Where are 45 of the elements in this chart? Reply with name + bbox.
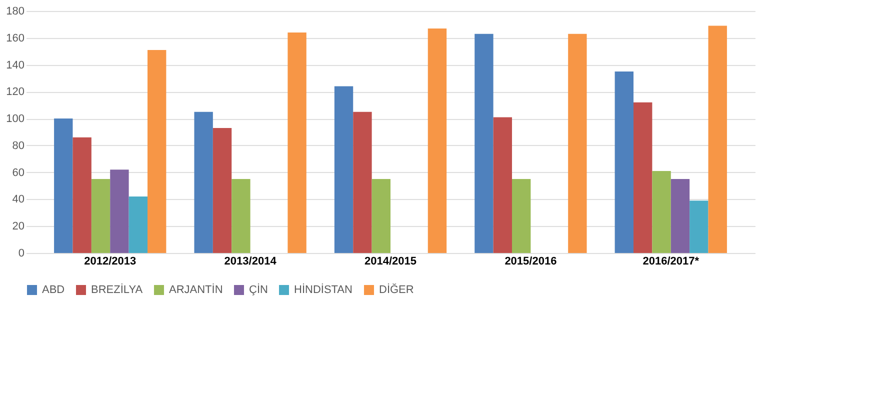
legend-label: ÇİN	[249, 283, 268, 296]
y-tick-label: 20	[12, 220, 24, 233]
bar	[428, 28, 447, 253]
bar	[690, 200, 708, 253]
x-tick-label: 2016/2017*	[642, 256, 700, 268]
bar	[512, 179, 531, 253]
bar	[614, 72, 634, 253]
bar	[54, 118, 73, 253]
y-tick-label: 100	[6, 113, 24, 126]
bar	[91, 179, 110, 253]
y-tick-label: 60	[12, 166, 24, 179]
legend-label: HİNDİSTAN	[294, 283, 353, 296]
bar	[493, 117, 512, 253]
bar	[72, 137, 92, 253]
x-tick-label: 2012/2013	[84, 256, 136, 268]
y-tick-label: 120	[6, 86, 24, 98]
bar	[212, 128, 232, 253]
bar	[474, 34, 494, 253]
bar	[110, 170, 129, 253]
bar	[353, 112, 372, 253]
bar	[232, 179, 250, 253]
legend-label: DİĞER	[379, 283, 414, 296]
bar	[708, 26, 727, 253]
bar	[334, 86, 354, 253]
legend-label: BREZİLYA	[91, 283, 144, 296]
bar	[372, 179, 390, 253]
x-tick-label: 2014/2015	[364, 256, 416, 268]
bar	[148, 50, 166, 253]
bar	[652, 170, 671, 253]
legend-label: ABD	[42, 284, 65, 296]
x-tick-label: 2013/2014	[224, 256, 278, 268]
y-tick-label: 80	[12, 140, 24, 152]
bar	[670, 179, 690, 253]
y-tick-label: 0	[18, 248, 24, 260]
bar	[128, 196, 148, 253]
bar	[568, 34, 587, 253]
y-tick-label: 160	[6, 32, 24, 44]
y-tick-label: 180	[6, 6, 24, 18]
legend-label: ARJANTİN	[169, 283, 223, 296]
x-tick-label: 2015/2016	[504, 256, 557, 268]
bar	[288, 32, 306, 253]
y-tick-label: 140	[6, 59, 24, 72]
y-tick-label: 40	[12, 194, 24, 206]
bar	[194, 112, 213, 253]
bar	[634, 102, 652, 253]
